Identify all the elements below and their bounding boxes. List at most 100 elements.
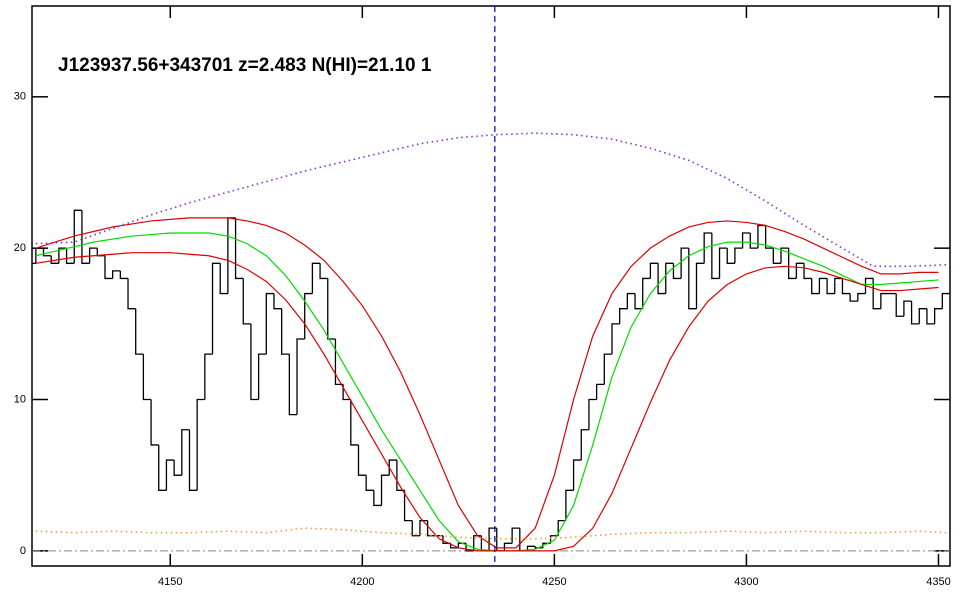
y-tick-label: 0 [20,545,26,557]
flux-bin [380,474,390,506]
flux-bin [334,338,344,386]
flux-bin [857,292,866,302]
flux-bin [918,308,927,324]
flux-bin [864,277,874,294]
flux-bin [764,225,774,249]
flux-bin [572,459,582,491]
flux-bin [880,292,889,309]
fit-curve [35,252,939,552]
flux-bin [834,277,843,294]
flux-bin [780,247,789,264]
flux-bin [726,248,735,264]
flux-bin [849,293,858,302]
flux-bin [127,278,136,310]
flux-bin [703,232,712,264]
flux-bin [619,308,628,324]
flux-bin [926,308,935,325]
y-tick-label: 30 [14,91,26,103]
y-tick-label: 10 [14,393,26,405]
flux-bin [350,399,359,446]
flux-bin [419,519,428,536]
flux-bin [665,262,674,294]
flux-bin [342,384,351,401]
flux-bin [227,217,236,294]
flux-bin [711,233,720,280]
flux-bin [365,475,374,491]
flux-bin [511,527,520,544]
x-tick-label: 4150 [158,576,182,588]
flux-bin [234,217,244,280]
flux-bin [242,278,251,325]
flux-bin [595,383,605,400]
flux-bin [818,277,828,294]
flux-bin [373,490,382,507]
flux-bin [473,535,482,551]
flux-bin [196,398,205,491]
flux-bin [311,262,321,294]
flux-bin [895,293,904,317]
flux-bin [872,278,881,310]
flux-bin [718,247,728,279]
flux-bin [142,354,152,401]
flux-bin [741,232,751,249]
flux-bin [626,292,636,309]
flux-bin [181,429,190,476]
flux-bin [65,248,75,264]
flux-bin [388,459,397,476]
flux-bin [288,354,298,416]
flux-bin [257,353,267,400]
y-tick-label: 20 [14,242,26,254]
flux-bin [634,293,643,310]
flux-bin [649,262,659,279]
flux-bin [465,543,474,552]
flux-bin [734,247,743,264]
flux-bin [73,209,82,264]
flux-bin [119,270,129,280]
flux-bin [403,490,413,522]
flux-bin [81,210,90,264]
flux-bin [273,293,282,310]
x-tick-label: 4200 [350,576,374,588]
x-tick-label: 4300 [734,576,758,588]
dotted-curve [35,527,947,540]
flux-bin [204,353,213,400]
flux-bin [803,263,812,280]
flux-bin [104,255,113,280]
flux-bin [50,255,59,264]
flux-bin [58,247,67,264]
flux-bin [549,535,559,544]
flux-bin [135,308,144,355]
flux-bin [941,292,950,309]
flux-bin [534,546,543,549]
flux-bin [642,277,651,309]
flux-bin [327,278,336,340]
flux-bin [811,278,820,295]
flux-bin [112,270,121,279]
flux-bin [150,399,159,446]
x-tick-label: 4250 [542,576,566,588]
flux-bin [611,323,620,355]
flux-bin [296,338,305,415]
flux-bin [749,233,758,249]
fit-curve [35,217,939,549]
chart-title: J123937.56+343701 z=2.483 N(HI)=21.10 1 [58,55,432,76]
flux-bin [841,278,851,295]
flux-bin [933,308,943,324]
flux-bin [265,292,274,355]
flux-bin [557,519,566,536]
flux-bin [826,278,835,295]
flux-bin [188,429,198,491]
flux-bin [526,545,536,551]
flux-bin [219,263,228,295]
flux-bin [42,248,52,257]
flux-bin [411,520,420,537]
flux-bin [910,301,920,325]
flux-bin [250,323,259,401]
flux-bin [173,460,182,476]
dotted-curve [35,132,947,268]
flux-bin [88,247,98,264]
flux-bin [580,429,589,461]
flux-bin [903,300,912,317]
